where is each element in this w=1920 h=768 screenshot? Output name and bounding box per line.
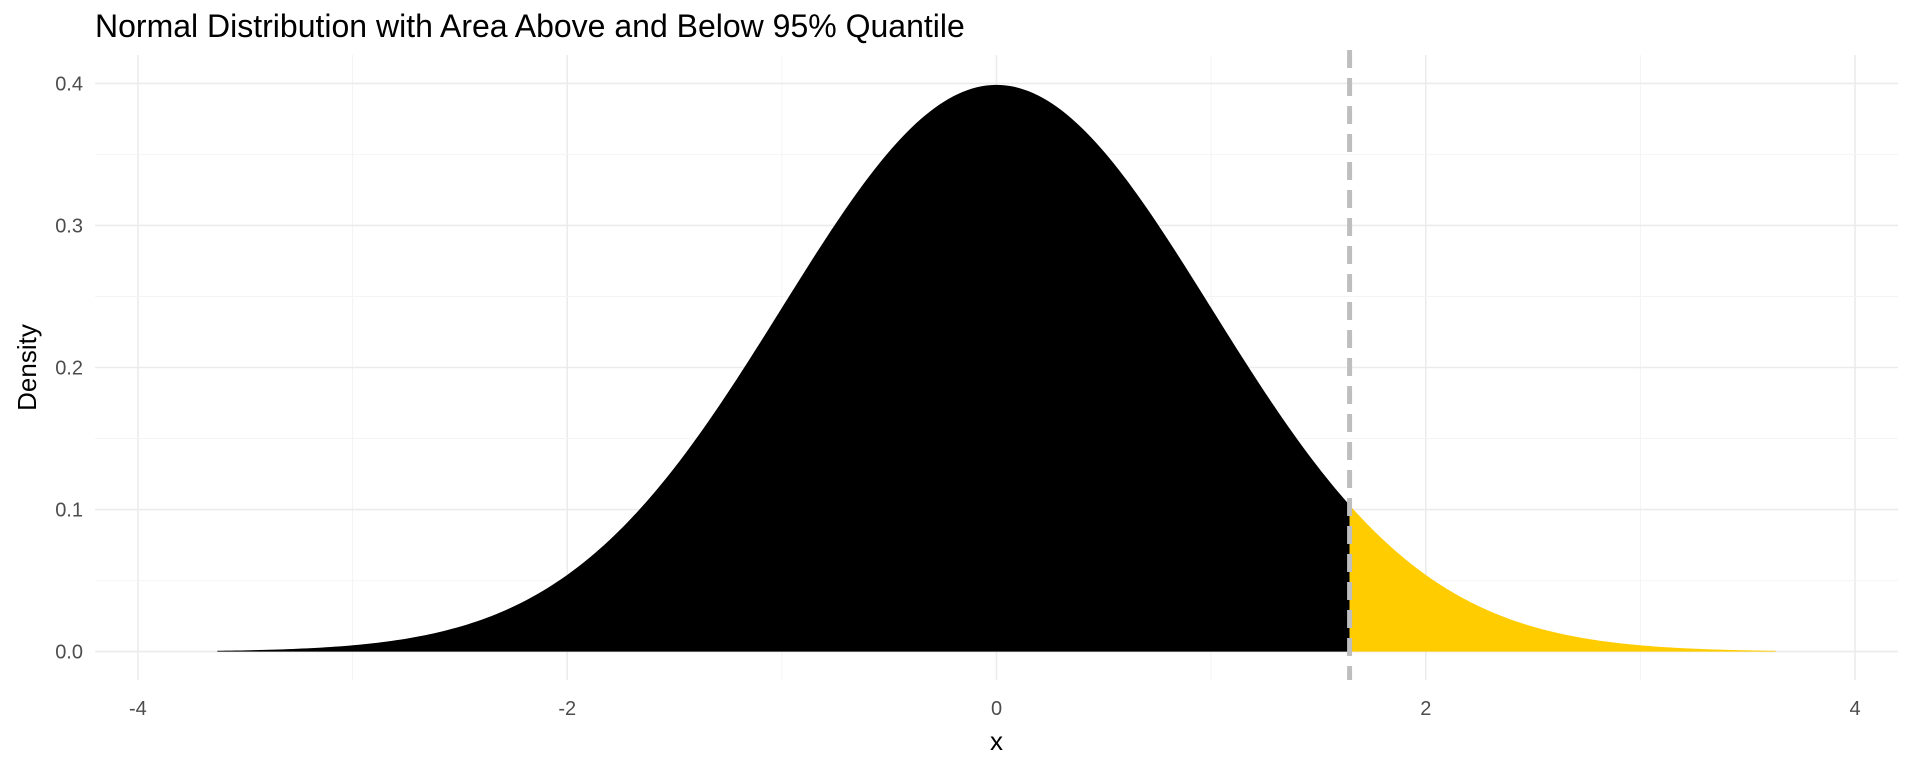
x-tick-label: -4: [129, 698, 147, 720]
x-axis-ticks: -4 -2 0 2 4: [129, 698, 1861, 720]
x-tick-label: 0: [991, 698, 1002, 720]
y-tick-label: 0.0: [55, 642, 83, 664]
y-tick-label: 0.1: [55, 500, 83, 522]
area-above-quantile: [1349, 505, 1776, 652]
x-axis-label: x: [990, 726, 1003, 756]
y-axis-label: Density: [12, 324, 42, 411]
x-tick-label: 4: [1850, 698, 1861, 720]
x-tick-label: 2: [1420, 698, 1431, 720]
density-areas: [217, 84, 1776, 652]
y-tick-label: 0.4: [55, 73, 83, 95]
chart-title: Normal Distribution with Area Above and …: [95, 8, 965, 44]
y-tick-label: 0.3: [55, 215, 83, 237]
y-tick-label: 0.2: [55, 358, 83, 380]
y-axis-ticks: 0.0 0.1 0.2 0.3 0.4: [55, 73, 83, 663]
x-tick-label: -2: [558, 698, 576, 720]
area-below-quantile: [217, 84, 1350, 652]
